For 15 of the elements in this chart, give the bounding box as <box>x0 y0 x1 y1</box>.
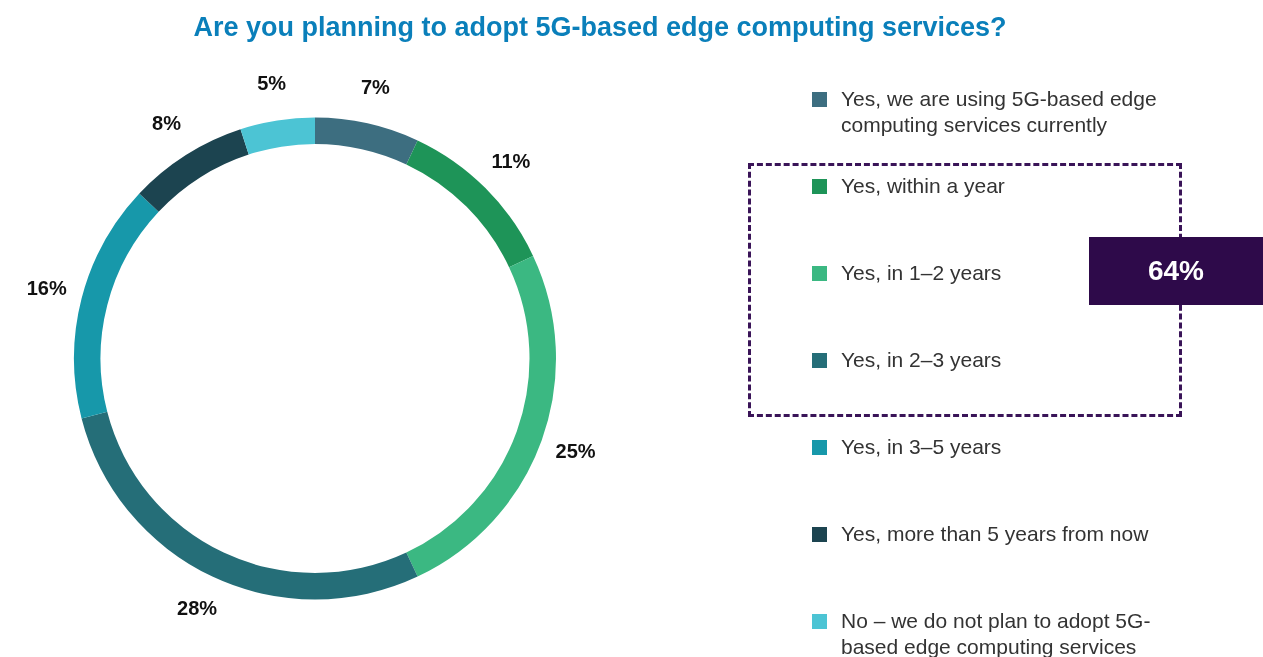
legend-label: Yes, we are using 5G-based edge computing services currently <box>841 86 1158 138</box>
data-label: 28% <box>177 596 218 619</box>
data-label: 8% <box>152 112 182 135</box>
data-label: 11% <box>491 150 531 173</box>
data-label: 16% <box>26 277 67 300</box>
legend-label: Yes, in 1–2 years <box>841 261 1002 284</box>
data-label: 5% <box>257 72 287 95</box>
data-label: 25% <box>555 439 596 462</box>
data-label: 7% <box>360 75 391 98</box>
legend-label: Yes, in 2–3 years <box>841 347 1003 373</box>
chart-title: Are you planning to adopt 5G-based edge computing services? <box>192 12 1008 43</box>
legend-label: Yes, in 3–5 years <box>841 434 1003 460</box>
legend-label: Yes, within a year <box>841 173 1006 199</box>
text: 64% <box>1089 237 1263 305</box>
legend-label: Yes, more than 5 years from now <box>841 521 1150 547</box>
